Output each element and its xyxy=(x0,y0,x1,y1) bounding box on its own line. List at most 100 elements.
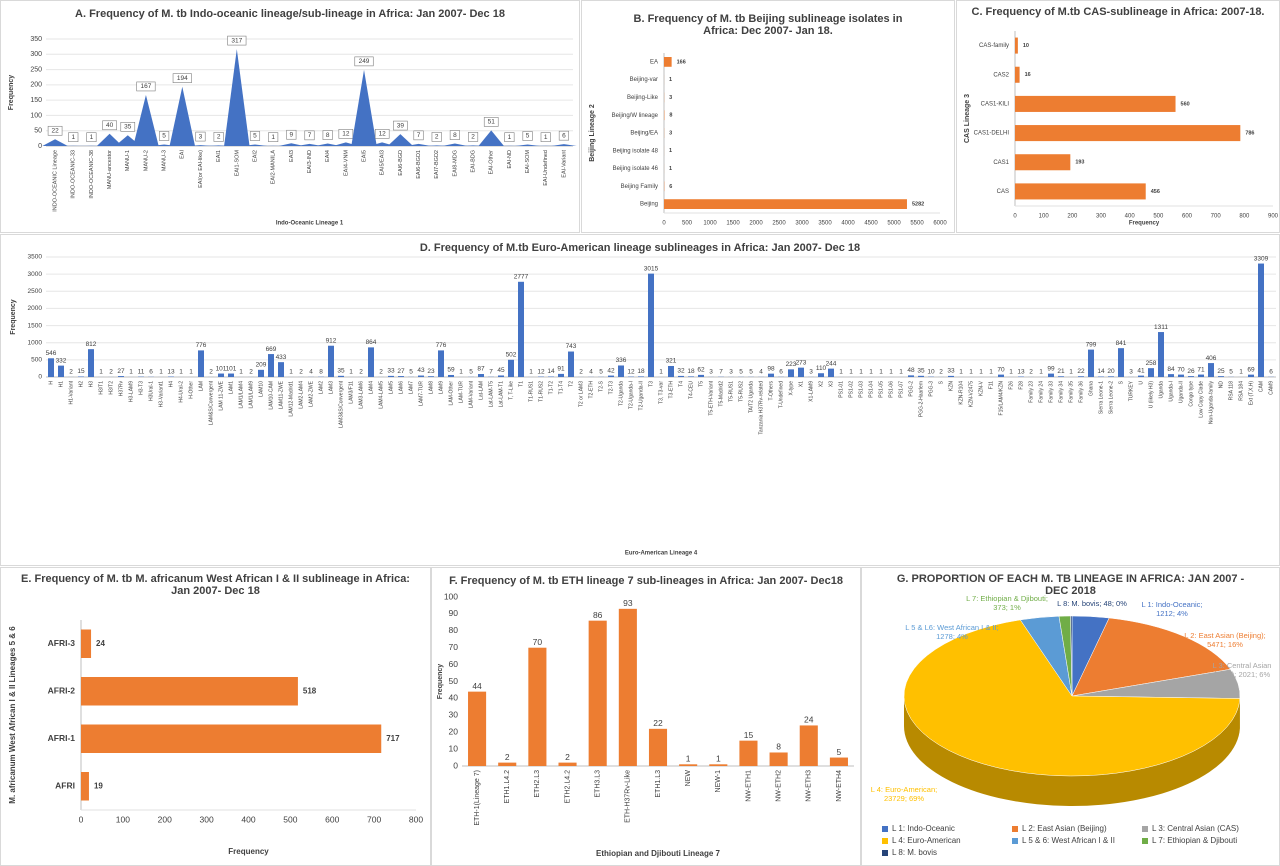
value-label: 15 xyxy=(744,730,754,740)
x-tick-label: CAM9 xyxy=(1268,381,1274,395)
value-label: 194 xyxy=(177,75,188,82)
peak xyxy=(242,144,268,146)
value-label: 2 xyxy=(579,369,583,376)
y-tick-label: 500 xyxy=(31,357,42,364)
value-label: 5 xyxy=(749,369,753,376)
x-tick-label: 400 xyxy=(241,814,255,824)
bar xyxy=(198,350,204,377)
label-box xyxy=(159,131,170,141)
x-tick-label: RSA 118 xyxy=(1228,381,1234,401)
x-tick-label: T5-ETH-Variant xyxy=(708,380,714,415)
legend-item: L 7: Ethiopian & Djibouti xyxy=(1142,836,1272,845)
y-tick-label: 50 xyxy=(449,676,459,686)
legend-item: L 1: Indo-Oceanic xyxy=(882,824,1012,833)
x-tick-label: H4 xyxy=(168,381,174,388)
value-label: 3 xyxy=(669,95,672,101)
x-tick-label: 100 xyxy=(1039,214,1050,220)
value-label: 10 xyxy=(927,368,935,375)
x-tick-label: U (likely H3) xyxy=(1148,381,1154,409)
legend-label: L 3: Central Asian (CAS) xyxy=(1152,824,1239,833)
x-tick-label: X1 xyxy=(798,381,804,387)
chart-title: C. Frequency of M.tb CAS-sublineage in A… xyxy=(971,6,1265,18)
value-label: 1 xyxy=(239,369,243,376)
x-tick-label: EAI3 xyxy=(289,150,295,162)
bar xyxy=(908,375,914,377)
label-box xyxy=(227,35,247,46)
x-tick-label: NW-ETH3 xyxy=(806,770,813,802)
y-tick-label: 2500 xyxy=(28,288,43,295)
data-label: L 2: East Asian (Beijing); 5471; 16% xyxy=(1184,631,1266,649)
label-box xyxy=(322,130,333,140)
legend-label: L 2: East Asian (Beijing) xyxy=(1022,824,1107,833)
bar xyxy=(618,608,637,766)
x-tick-label: LAM3&S/Convergent xyxy=(338,380,344,428)
value-label: 3 xyxy=(809,369,813,376)
value-label: 86 xyxy=(593,610,603,620)
x-tick-label: EAI4-VNM xyxy=(343,150,349,176)
value-label: 23 xyxy=(427,368,435,375)
value-label: 193 xyxy=(1075,160,1084,166)
value-label: 84 xyxy=(1167,366,1175,373)
label-box xyxy=(195,131,206,142)
value-label: 3 xyxy=(199,133,203,140)
value-label: 35 xyxy=(337,368,345,375)
value-label: 35 xyxy=(917,368,925,375)
bar xyxy=(478,374,484,377)
peak xyxy=(187,145,214,146)
x-tick-label: LAM&S/Convergent xyxy=(208,380,214,425)
value-label: 6 xyxy=(149,369,153,376)
value-label: 21 xyxy=(1057,368,1065,375)
y-tick-label: Beijing/EA xyxy=(630,131,658,137)
x-tick-label: 600 xyxy=(325,814,339,824)
x-tick-label: EAI-Undefined xyxy=(543,150,549,186)
y-tick-label: 200 xyxy=(30,82,42,89)
y-axis-title: M. africanum West African I & II Lineage… xyxy=(8,626,17,804)
value-label: 5 xyxy=(1229,369,1233,376)
y-tick-label: CAS-family xyxy=(979,43,1009,49)
value-label: 27 xyxy=(397,368,405,375)
bar xyxy=(81,677,298,706)
chart: 0500100015002000250030003500H546H1332H1-… xyxy=(10,254,1276,557)
value-label: 1 xyxy=(669,148,672,154)
y-tick-label: 1500 xyxy=(28,322,43,329)
value-label: 41 xyxy=(1137,367,1145,374)
x-tick-label: MANU-2 xyxy=(143,150,149,171)
value-label: 33 xyxy=(387,368,395,375)
bar xyxy=(1078,376,1084,377)
x-tick-label: EAI-ND xyxy=(507,150,513,169)
x-tick-label: EAI-Other xyxy=(489,150,495,175)
x-tick-label: Congo type xyxy=(1188,381,1194,407)
x-tick-label: T2-Uganda-II xyxy=(638,381,644,410)
x-tick-label: LAM1/LAM4 xyxy=(238,381,244,409)
y-tick-label: 2000 xyxy=(28,305,43,312)
bar xyxy=(268,354,274,377)
x-tick-label: LAM xyxy=(198,381,204,391)
value-label: 2 xyxy=(379,369,383,376)
x-tick-label: EAI2 xyxy=(252,150,258,162)
value-label: 864 xyxy=(366,339,377,346)
label-box xyxy=(504,132,515,142)
value-label: 518 xyxy=(303,686,317,695)
bar xyxy=(1015,183,1146,200)
value-label: 2 xyxy=(505,752,510,762)
data-label: L 3: Central Asian (CAS); 2021; 6% xyxy=(1212,661,1272,679)
value-label: 336 xyxy=(616,357,627,364)
x-tick-label: LAM10 xyxy=(258,381,264,397)
x-tick-label: 4000 xyxy=(841,221,855,227)
value-label: 22 xyxy=(1077,368,1085,375)
x-tick-label: T2-Uganda xyxy=(618,381,624,406)
value-label: 1 xyxy=(716,754,721,764)
data-label: L 5 & L6: West African I & II; 1278; 4% xyxy=(905,623,999,641)
bar xyxy=(648,728,668,766)
x-tick-label: MANU-3 xyxy=(162,150,168,171)
x-tick-label: EAI6-BGD1 xyxy=(416,150,422,179)
y-axis-title: CAS Lineage 3 xyxy=(964,94,971,143)
x-tick-label: H3-LAM9 xyxy=(128,381,134,402)
value-label: 1 xyxy=(129,369,133,376)
x-tick-label: T3, T3-var xyxy=(658,381,664,404)
x-tick-label: X2 xyxy=(818,381,824,387)
x-tick-label: 300 xyxy=(1096,214,1107,220)
y-axis-title: Beijing Lineage 2 xyxy=(589,104,596,162)
x-tick-label: F28 xyxy=(1018,381,1024,390)
x-tick-label: 800 xyxy=(1239,214,1250,220)
